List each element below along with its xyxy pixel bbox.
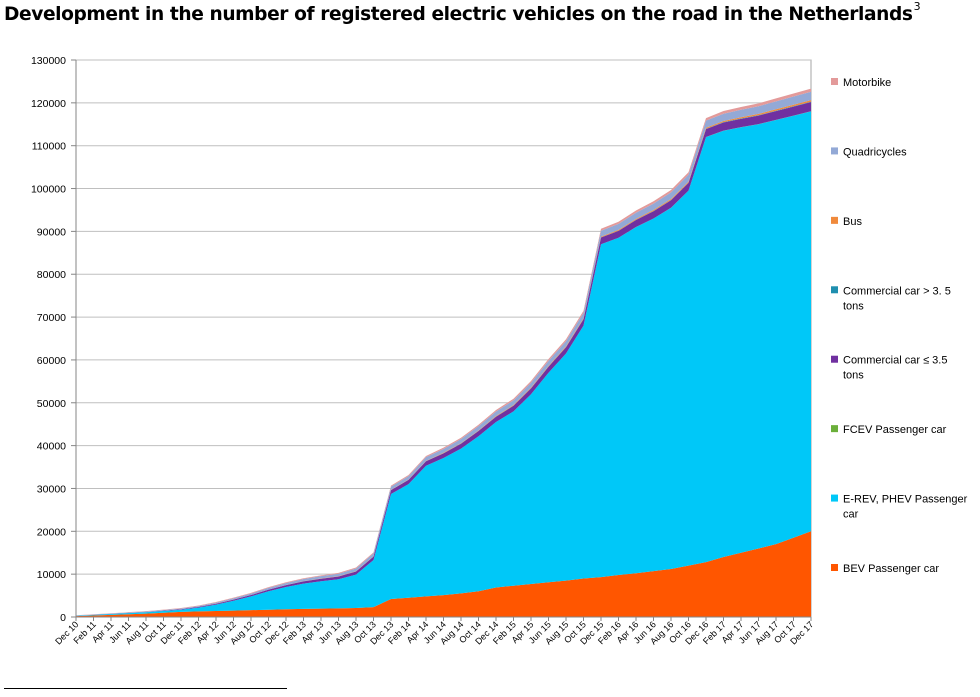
area-series-commercial-car-3-5-tons — [76, 102, 811, 616]
y-tick-label: 40000 — [37, 441, 66, 453]
y-tick-label: 20000 — [37, 526, 66, 538]
y-axis-tick-labels: 0 10000 20000 30000 40000 50000 60000 70000 8000… — [31, 55, 66, 624]
legend-label-e-rev-phev-passenger-car: E-REV, PHEV Passenger car — [843, 494, 968, 521]
area-series-quadricycles — [76, 91, 811, 616]
y-tick-label: 30000 — [37, 483, 66, 495]
y-tick-label: 60000 — [37, 355, 66, 367]
legend-swatch-bev-passenger-car — [831, 564, 838, 571]
legend-swatch-quadricycles — [831, 147, 838, 155]
legend: Motorbike Quadricycles Bus Commercial car >… — [831, 77, 968, 575]
y-tick-label: 0 — [60, 612, 66, 624]
legend-label-quadricycles: Quadricycles — [843, 146, 907, 158]
footnote-separator — [4, 688, 287, 689]
area-series-bev-passenger-car — [76, 531, 811, 617]
axes — [71, 59, 812, 621]
legend-swatch-motorbike — [831, 78, 838, 85]
chart-title: Development in the number of registered … — [4, 0, 921, 26]
series-areas — [76, 88, 811, 617]
footnote-marker: 3 — [913, 0, 921, 13]
legend-label-commercial-car-3-5-tons: Commercial car > 3. 5 tons — [843, 285, 951, 312]
legend-swatch-bus — [831, 216, 838, 224]
y-tick-label: 120000 — [31, 98, 66, 110]
y-tick-label: 130000 — [31, 55, 66, 67]
legend-swatch-commercial-car-3-5-tons — [831, 286, 838, 294]
legend-label-bus: Bus — [843, 216, 862, 228]
legend-label-fcev-passenger-car: FCEV Passenger car — [843, 424, 947, 436]
legend-swatch-fcev-passenger-car — [831, 425, 838, 433]
area-series-e-rev-phev-passenger-car — [76, 111, 811, 617]
y-tick-label: 50000 — [37, 398, 66, 410]
legend-swatch-commercial-car-3-5-tons — [831, 355, 838, 363]
y-tick-label: 80000 — [37, 269, 66, 281]
chart-title-text: Development in the number of registered … — [4, 4, 913, 26]
y-tick-label: 110000 — [32, 141, 66, 153]
legend-label-commercial-car-3-5-tons: Commercial car ≤ 3.5 tons — [843, 355, 947, 382]
y-tick-label: 10000 — [37, 569, 66, 581]
y-tick-label: 70000 — [37, 312, 66, 324]
legend-label-bev-passenger-car: BEV Passenger car — [843, 563, 939, 575]
legend-label-motorbike: Motorbike — [843, 77, 891, 89]
legend-swatch-e-rev-phev-passenger-car — [831, 494, 838, 502]
y-tick-label: 100000 — [31, 184, 66, 196]
y-tick-label: 90000 — [37, 226, 66, 238]
